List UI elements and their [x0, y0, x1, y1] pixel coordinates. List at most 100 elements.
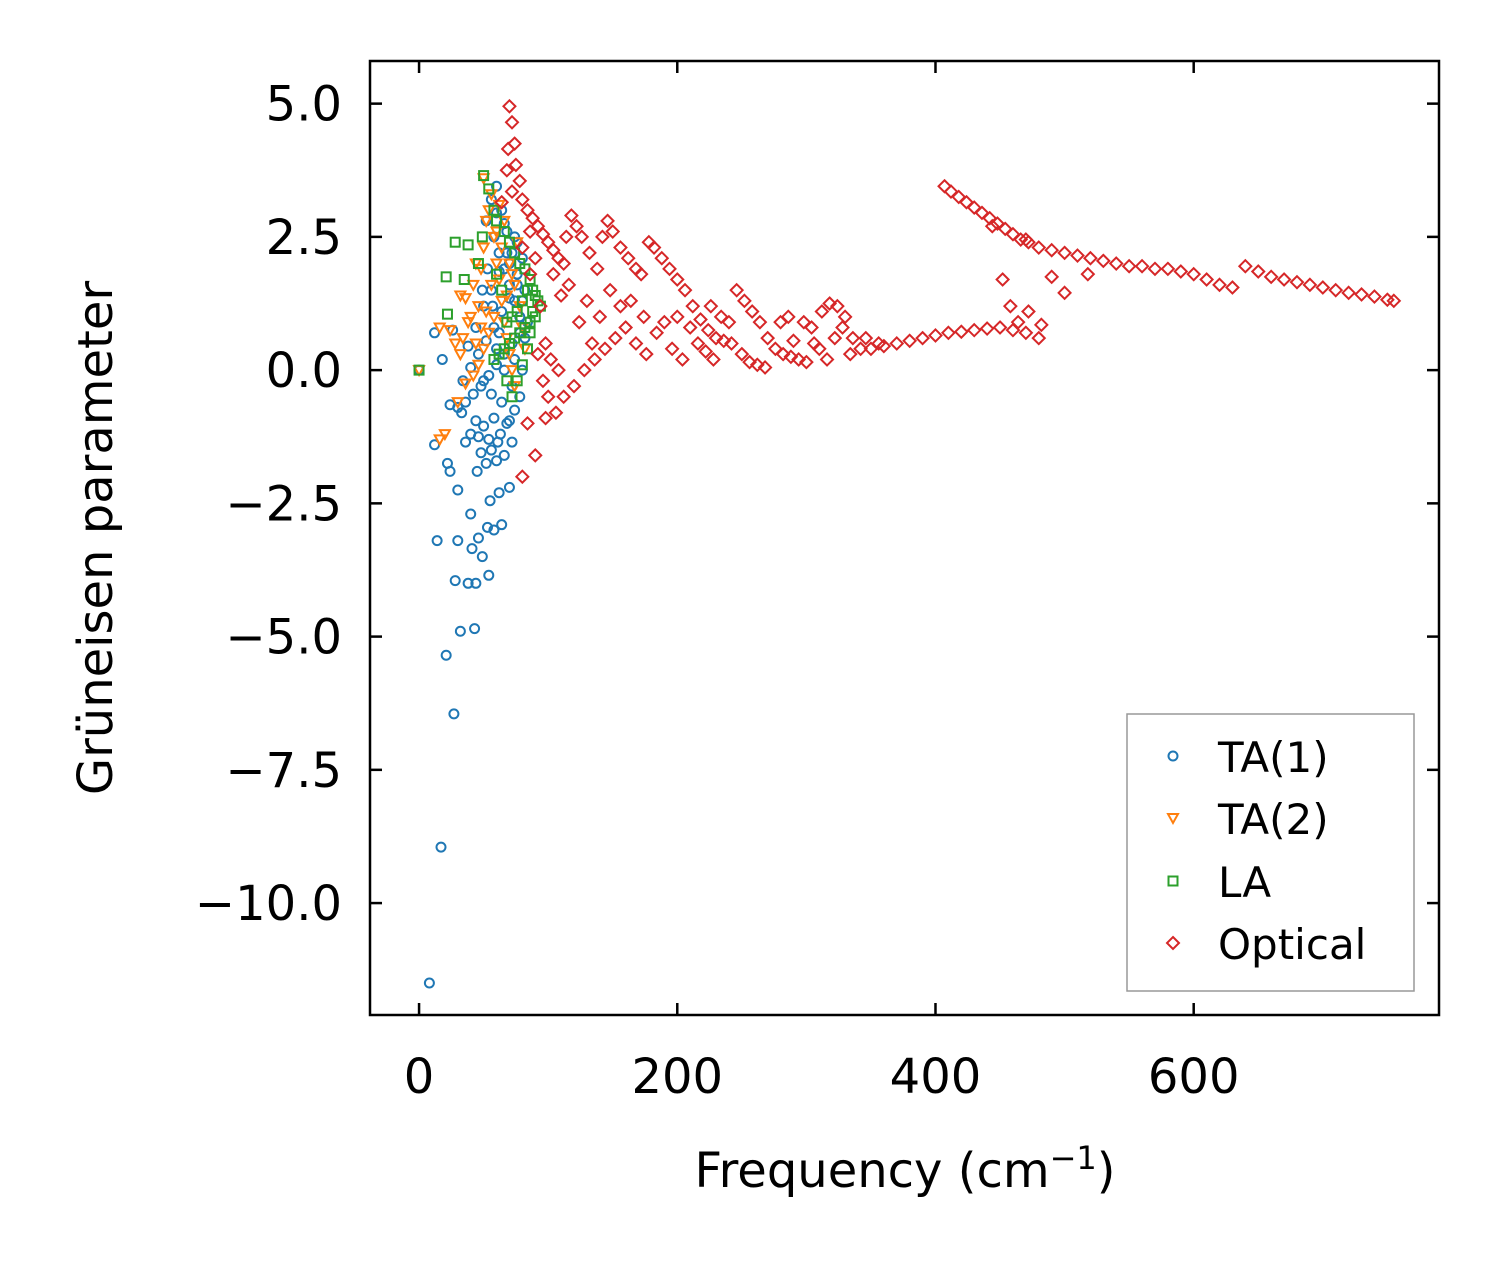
data-point — [441, 457, 453, 469]
data-point — [804, 320, 819, 335]
data-point — [605, 224, 621, 239]
data-point — [587, 352, 603, 367]
data-point — [522, 224, 538, 239]
data-point — [492, 436, 504, 448]
plot-frame — [368, 59, 1441, 1017]
data-point — [514, 240, 530, 255]
data-point — [1134, 258, 1150, 274]
data-point — [514, 391, 526, 403]
data-point — [553, 288, 569, 303]
data-point — [476, 284, 488, 296]
x-tick-label: 600 — [1148, 1049, 1240, 1105]
data-point — [669, 272, 685, 287]
data-point — [471, 465, 483, 477]
data-point — [613, 240, 628, 255]
x-axis-label: Frequency (cm−1) — [694, 1139, 1115, 1199]
data-point — [982, 210, 998, 226]
data-point — [488, 353, 500, 365]
data-point — [449, 575, 461, 587]
y-tick-label: −5.0 — [225, 610, 342, 666]
data-point — [558, 229, 574, 245]
data-point — [822, 296, 838, 311]
x-axis-label-suffix: ) — [1097, 1143, 1116, 1199]
data-point — [491, 455, 503, 467]
data-point — [516, 295, 528, 307]
data-point — [597, 341, 613, 357]
data-point — [959, 194, 974, 210]
data-point — [462, 577, 474, 589]
data-point — [700, 322, 716, 338]
data-point — [953, 324, 969, 340]
legend-label-la: LA — [1218, 858, 1271, 907]
y-axis-label: Grüneisen parameter — [68, 281, 124, 796]
data-point — [472, 258, 484, 270]
data-point — [798, 354, 814, 370]
data-point — [524, 327, 536, 339]
legend-marker — [1167, 750, 1179, 762]
data-point — [819, 352, 835, 367]
data-point — [1057, 285, 1073, 301]
data-point — [744, 304, 760, 319]
data-point — [491, 207, 503, 219]
data-point — [478, 375, 490, 387]
data-point — [685, 298, 701, 314]
legend-markers — [1165, 750, 1181, 951]
y-tick-label: −10.0 — [195, 876, 342, 932]
data-point — [465, 508, 477, 520]
data-point — [1002, 298, 1018, 314]
data-point — [1095, 253, 1111, 269]
data-point — [474, 263, 488, 276]
data-point — [1031, 240, 1047, 255]
data-point — [504, 114, 520, 130]
data-point — [721, 314, 737, 330]
data-point — [638, 346, 654, 362]
data-point — [538, 336, 553, 351]
data-point — [472, 532, 484, 544]
data-point — [1082, 250, 1098, 266]
data-point — [504, 184, 520, 199]
data-point — [488, 524, 500, 536]
data-point — [462, 340, 474, 352]
data-point — [1302, 277, 1318, 293]
data-point — [736, 293, 752, 309]
data-point — [443, 325, 457, 338]
data-point — [876, 338, 892, 354]
data-point — [757, 360, 773, 375]
data-point — [703, 298, 719, 314]
data-point — [514, 469, 530, 485]
data-point — [501, 316, 513, 328]
data-point — [675, 352, 690, 367]
data-point — [561, 277, 577, 293]
data-point — [506, 391, 518, 403]
data-point — [1121, 258, 1137, 274]
data-point — [520, 415, 535, 431]
data-point — [503, 481, 515, 493]
data-point — [729, 282, 745, 298]
data-point — [1186, 266, 1202, 282]
data-point — [496, 519, 508, 531]
data-point — [475, 447, 487, 459]
data-point — [966, 322, 982, 338]
data-point — [469, 623, 481, 635]
data-point — [706, 352, 721, 367]
data-point — [656, 314, 672, 330]
data-point — [488, 412, 500, 424]
data-point — [1341, 285, 1357, 301]
data-point — [1386, 293, 1402, 309]
data-point — [433, 434, 447, 447]
data-point — [508, 157, 524, 173]
data-point — [1070, 248, 1085, 263]
data-point — [467, 388, 479, 400]
data-point — [1033, 317, 1049, 333]
data-point — [527, 305, 539, 317]
data-point — [433, 322, 447, 335]
data-point — [1021, 304, 1036, 319]
data-point — [503, 236, 515, 248]
data-point — [584, 336, 600, 351]
data-point — [613, 298, 628, 314]
data-point — [501, 417, 513, 429]
data-point — [491, 215, 503, 227]
data-point — [1018, 232, 1034, 247]
data-point — [487, 300, 499, 312]
data-point — [533, 298, 548, 314]
